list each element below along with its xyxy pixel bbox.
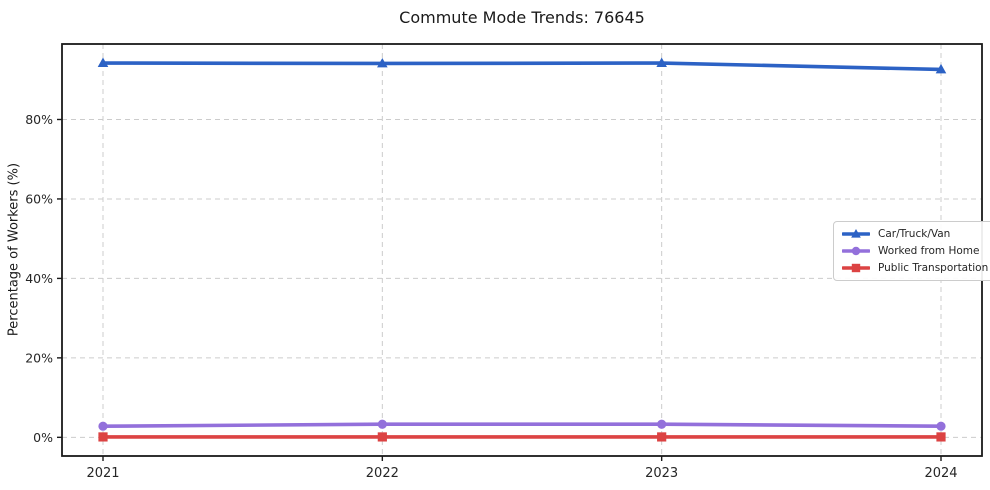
legend-item-public-transportation: Public Transportation	[842, 262, 988, 274]
square-marker-icon	[842, 263, 870, 273]
legend-label: Car/Truck/Van	[878, 228, 951, 240]
svg-text:80%: 80%	[25, 112, 53, 127]
legend-item-worked-from-home: Worked from Home	[842, 245, 988, 257]
svg-text:2022: 2022	[366, 466, 399, 481]
svg-text:2021: 2021	[86, 466, 119, 481]
svg-text:60%: 60%	[25, 191, 53, 206]
legend: Car/Truck/Van Worked from Home Public Tr…	[833, 221, 990, 281]
svg-text:2023: 2023	[645, 466, 678, 481]
legend-label: Public Transportation	[878, 262, 989, 274]
svg-text:40%: 40%	[25, 271, 53, 286]
chart-title: Commute Mode Trends: 76645	[399, 8, 645, 27]
svg-text:20%: 20%	[25, 350, 53, 365]
svg-text:2024: 2024	[924, 466, 957, 481]
triangle-marker-icon	[842, 228, 870, 238]
circle-marker-icon	[842, 246, 870, 256]
legend-label: Worked from Home	[878, 245, 980, 257]
svg-text:0%: 0%	[33, 430, 53, 445]
legend-item-car-truck-van: Car/Truck/Van	[842, 228, 988, 240]
